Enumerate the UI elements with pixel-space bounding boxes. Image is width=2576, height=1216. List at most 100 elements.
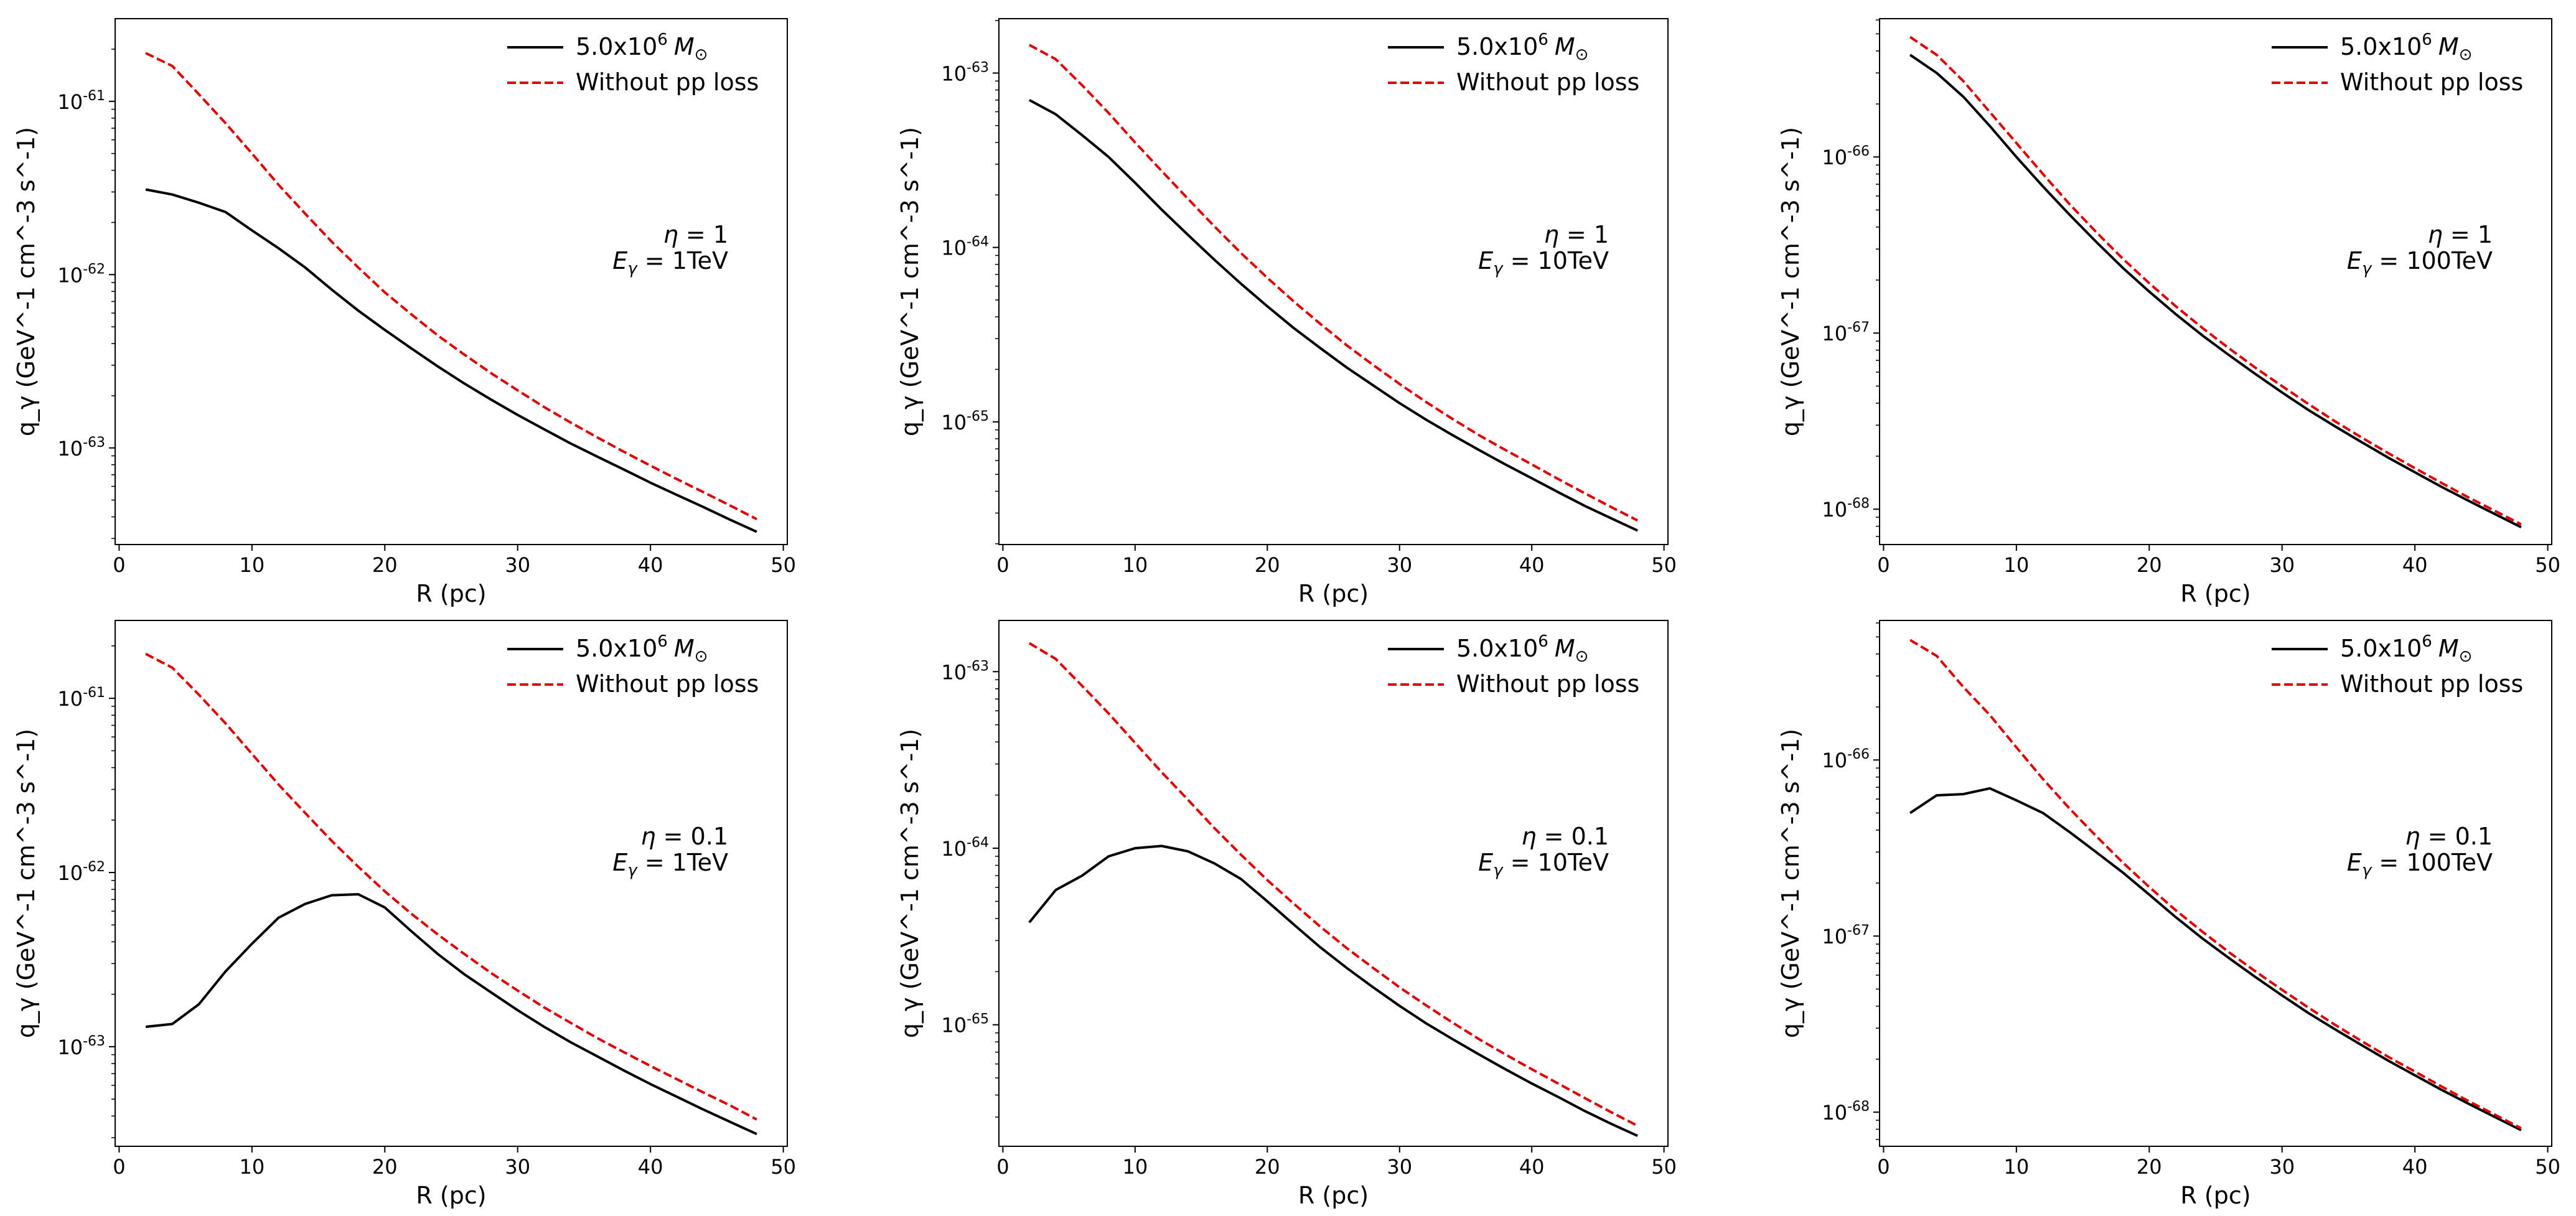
x-tick-label: 50 [1651, 1155, 1677, 1179]
y-tick-exponent: -63 [967, 60, 989, 75]
y-axis-label: q_γ (GeV^-1 cm^-3 s^-1) [896, 729, 924, 1038]
x-tick-label: 0 [1877, 1155, 1890, 1179]
x-tick-label: 0 [996, 1155, 1009, 1179]
chart-panel-bottom-right: 0 10 20 30 40 50 R (pc) 10-66 10-67 10-68 q_γ (GeV… [1777, 620, 2560, 1209]
x-axis: 0 10 20 30 40 50 [1877, 1146, 2560, 1179]
x-axis-label: R (pc) [416, 1182, 486, 1209]
x-tick-label: 10 [239, 553, 265, 577]
y-tick-label: 10-63 [57, 1034, 105, 1059]
x-tick-label: 30 [505, 1155, 530, 1179]
y-axis: 10-66 10-67 10-68 [1822, 19, 1880, 537]
x-axis: 0 10 20 30 40 50 [996, 1146, 1677, 1179]
axes-frame [115, 18, 788, 545]
annotation-eta: η = 1 [663, 221, 728, 248]
x-tick-label: 0 [996, 553, 1009, 577]
y-tick-exponent: -66 [1847, 747, 1870, 762]
x-tick-label: 0 [113, 553, 125, 577]
plot-area [1028, 44, 1639, 532]
y-axis: 10-63 10-64 10-65 [941, 20, 999, 545]
series-line-mass [1909, 54, 2522, 528]
y-tick-exponent: -63 [83, 1034, 105, 1049]
x-axis: 0 10 20 30 40 50 [113, 545, 796, 577]
y-tick-exponent: -61 [83, 685, 105, 701]
chart-panel-top-left: 0 10 20 30 40 50 R (pc) 10-61 10-62 10-63 q_γ (GeV… [12, 18, 796, 607]
y-tick-label: 10-61 [57, 88, 105, 114]
chart-panel-top-middle: 0 10 20 30 40 50 R (pc) 10-63 10-64 10-65 q_γ (GeV… [896, 18, 1677, 607]
axes-frame [1879, 18, 2552, 545]
axes-frame [115, 620, 788, 1147]
annotation-energy: Eγ = 100TeV [2347, 849, 2493, 880]
x-tick-label: 40 [2402, 553, 2428, 577]
legend: 5.0x106 M⊙ Without pp loss [507, 30, 759, 96]
x-tick-label: 50 [770, 1155, 796, 1179]
legend: 5.0x106 M⊙ Without pp loss [1388, 632, 1639, 698]
y-axis-label: q_γ (GeV^-1 cm^-3 s^-1) [896, 127, 924, 436]
chart-panel-top-right: 0 10 20 30 40 50 R (pc) 10-66 10-67 10-68 q_γ (GeV… [1777, 18, 2560, 607]
x-tick-label: 10 [2003, 1155, 2029, 1179]
plot-area [145, 652, 757, 1136]
y-tick-exponent: -61 [83, 88, 105, 104]
series-line-mass [1909, 787, 2522, 1131]
x-tick-label: 30 [505, 553, 530, 577]
annotation-eta: η = 0.1 [640, 823, 728, 850]
x-tick-label: 10 [239, 1155, 265, 1179]
series-line-mass [145, 893, 757, 1136]
y-tick-exponent: -65 [967, 409, 989, 424]
plot-area [1909, 638, 2522, 1131]
y-axis: 10-61 10-62 10-63 [57, 49, 115, 540]
y-tick-label: 10-66 [1822, 747, 1870, 772]
y-tick-exponent: -67 [1847, 923, 1870, 938]
series-line-mass [145, 188, 757, 533]
x-tick-label: 40 [2402, 1155, 2428, 1179]
x-tick-label: 40 [638, 553, 663, 577]
x-axis: 0 10 20 30 40 50 [113, 1146, 796, 1179]
x-tick-label: 20 [1255, 1155, 1280, 1179]
y-tick-label: 10-63 [941, 658, 989, 684]
annotation-energy: Eγ = 1TeV [612, 849, 728, 880]
annotation-eta: η = 0.1 [2405, 823, 2493, 850]
legend: 5.0x106 M⊙ Without pp loss [2272, 30, 2523, 96]
y-tick-label: 10-67 [1822, 320, 1870, 345]
x-tick-label: 20 [2137, 1155, 2162, 1179]
y-tick-label: 10-65 [941, 1012, 989, 1037]
legend-label-mass: 5.0x106 M⊙ [576, 632, 708, 666]
legend-label-mass: 5.0x106 M⊙ [1456, 30, 1588, 64]
legend-label-no-pp-loss: Without pp loss [2340, 68, 2523, 96]
annotation-energy: Eγ = 10TeV [1478, 849, 1609, 880]
axes-frame [998, 18, 1669, 545]
legend-label-no-pp-loss: Without pp loss [1456, 68, 1639, 96]
plot-area [145, 52, 757, 533]
y-tick-label: 10-62 [57, 859, 105, 885]
annotation-eta: η = 0.1 [1521, 823, 1609, 850]
y-tick-exponent: -66 [1847, 144, 1870, 159]
series-line-no-pp-loss [1028, 642, 1639, 1127]
x-tick-label: 50 [770, 553, 796, 577]
legend-label-mass: 5.0x106 M⊙ [576, 30, 708, 64]
annotation-energy: Eγ = 100TeV [2347, 247, 2493, 278]
x-tick-label: 10 [1122, 553, 1148, 577]
axes-frame [998, 620, 1669, 1147]
y-axis: 10-61 10-62 10-63 [57, 645, 115, 1139]
y-tick-label: 10-61 [57, 685, 105, 711]
y-tick-exponent: -67 [1847, 320, 1870, 335]
y-tick-label: 10-68 [1822, 1099, 1870, 1125]
x-axis-label: R (pc) [2180, 580, 2250, 607]
x-tick-label: 20 [1255, 553, 1280, 577]
y-tick-exponent: -62 [83, 261, 105, 277]
y-tick-exponent: -62 [83, 859, 105, 875]
series-line-mass [1028, 99, 1638, 532]
annotation-energy: Eγ = 1TeV [612, 247, 728, 278]
y-tick-label: 10-64 [941, 235, 989, 260]
y-tick-label: 10-63 [941, 60, 989, 85]
y-tick-exponent: -64 [967, 835, 989, 851]
x-tick-label: 40 [1519, 1155, 1545, 1179]
legend: 5.0x106 M⊙ Without pp loss [507, 632, 759, 698]
chart-panel-bottom-left: 0 10 20 30 40 50 R (pc) 10-61 10-62 10-63 q_γ (GeV… [12, 620, 796, 1209]
x-axis-label: R (pc) [2180, 1182, 2250, 1209]
x-tick-label: 50 [1651, 553, 1677, 577]
x-tick-label: 20 [372, 553, 398, 577]
series-line-no-pp-loss [1028, 44, 1639, 522]
y-tick-exponent: -63 [83, 435, 105, 451]
y-axis-label: q_γ (GeV^-1 cm^-3 s^-1) [12, 127, 40, 436]
